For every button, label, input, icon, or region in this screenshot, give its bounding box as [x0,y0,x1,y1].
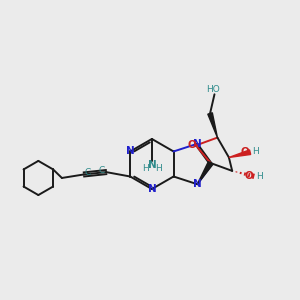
Text: O: O [188,140,197,150]
Text: C: C [84,169,91,178]
Text: O: O [244,171,253,181]
Text: H: H [253,147,259,156]
Polygon shape [208,113,218,138]
Text: N: N [148,160,156,170]
Text: N: N [126,146,135,157]
Text: H: H [256,172,262,181]
Text: N: N [193,139,202,149]
Text: C: C [98,166,105,175]
Polygon shape [229,150,251,158]
Text: H: H [155,164,162,173]
Text: HO: HO [206,85,220,94]
Polygon shape [197,162,213,184]
Text: N: N [193,179,202,189]
Text: O: O [241,147,250,157]
Text: H: H [142,164,149,173]
Text: N: N [148,184,156,194]
